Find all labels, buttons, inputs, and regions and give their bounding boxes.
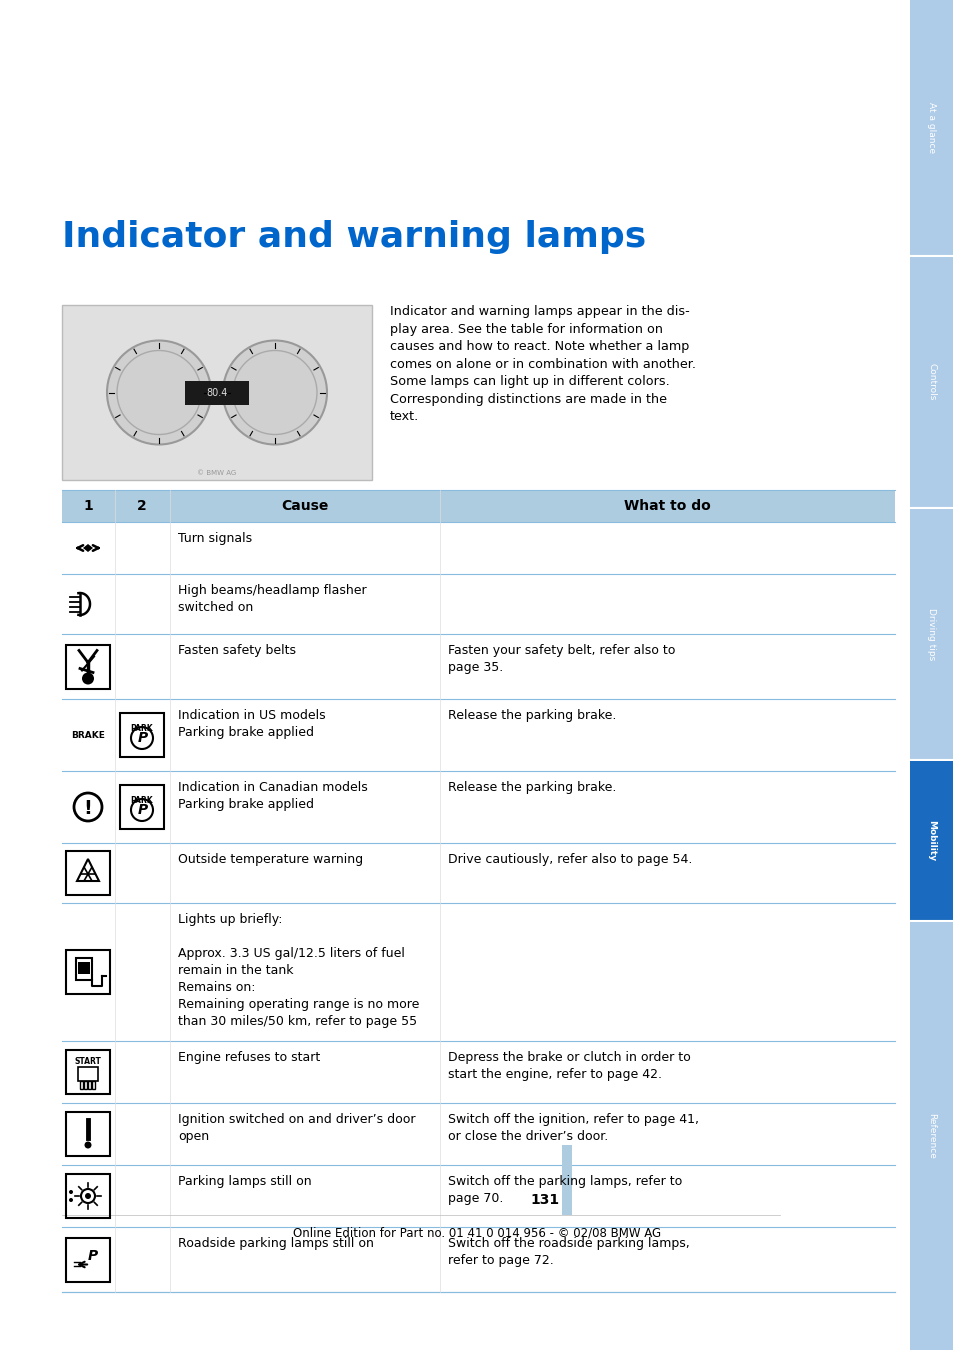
- Bar: [88, 1081, 91, 1089]
- Text: Drive cautiously, refer also to page 54.: Drive cautiously, refer also to page 54.: [448, 853, 692, 865]
- Bar: [84, 1081, 87, 1089]
- Text: Release the parking brake.: Release the parking brake.: [448, 782, 616, 794]
- Text: 131: 131: [530, 1193, 559, 1207]
- Text: 80.4: 80.4: [206, 387, 228, 397]
- Text: Controls: Controls: [926, 363, 936, 401]
- Bar: [66, 644, 110, 688]
- Text: Depress the brake or clutch in order to
start the engine, refer to page 42.: Depress the brake or clutch in order to …: [448, 1052, 690, 1081]
- Bar: [66, 1238, 110, 1281]
- Bar: [91, 1081, 95, 1089]
- Circle shape: [69, 1189, 73, 1193]
- Text: Fasten your safety belt, refer also to
page 35.: Fasten your safety belt, refer also to p…: [448, 644, 675, 674]
- Text: Switch off the roadside parking lamps,
refer to page 72.: Switch off the roadside parking lamps, r…: [448, 1237, 689, 1268]
- Bar: [909, 0, 953, 255]
- Text: Parking lamps still on: Parking lamps still on: [178, 1174, 312, 1188]
- Bar: [909, 922, 953, 1350]
- Bar: [66, 1174, 110, 1218]
- Circle shape: [82, 672, 94, 684]
- Text: Engine refuses to start: Engine refuses to start: [178, 1052, 320, 1064]
- Circle shape: [69, 1197, 73, 1202]
- Text: Ignition switched on and driver’s door
open: Ignition switched on and driver’s door o…: [178, 1112, 416, 1143]
- Bar: [909, 761, 953, 919]
- Bar: [78, 1066, 98, 1081]
- Bar: [909, 256, 953, 508]
- Text: Driving tips: Driving tips: [926, 608, 936, 660]
- Text: Turn signals: Turn signals: [178, 532, 252, 545]
- Text: P: P: [138, 803, 148, 817]
- Bar: [185, 381, 249, 405]
- Text: High beams/headlamp flasher
switched on: High beams/headlamp flasher switched on: [178, 585, 366, 614]
- Text: Mobility: Mobility: [926, 819, 936, 861]
- Bar: [66, 850, 110, 895]
- Bar: [62, 305, 372, 481]
- Circle shape: [85, 1142, 91, 1149]
- Text: 1: 1: [83, 500, 92, 513]
- Text: BRAKE: BRAKE: [71, 730, 105, 740]
- Text: Indication in US models
Parking brake applied: Indication in US models Parking brake ap…: [178, 709, 325, 738]
- Text: © BMW AG: © BMW AG: [197, 470, 236, 477]
- Bar: [80, 1081, 83, 1089]
- Text: Indication in Canadian models
Parking brake applied: Indication in Canadian models Parking br…: [178, 782, 367, 811]
- Bar: [78, 963, 90, 973]
- Text: P: P: [138, 730, 148, 745]
- Bar: [561, 1145, 572, 1215]
- Text: Indicator and warning lamps: Indicator and warning lamps: [62, 220, 645, 254]
- Polygon shape: [83, 544, 92, 552]
- Bar: [76, 958, 91, 980]
- Text: 2: 2: [137, 500, 147, 513]
- Text: Outside temperature warning: Outside temperature warning: [178, 853, 363, 865]
- Text: Release the parking brake.: Release the parking brake.: [448, 709, 616, 722]
- Bar: [66, 950, 110, 994]
- Text: Switch off the parking lamps, refer to
page 70.: Switch off the parking lamps, refer to p…: [448, 1174, 681, 1206]
- Text: P: P: [88, 1250, 98, 1264]
- Text: At a glance: At a glance: [926, 103, 936, 153]
- Bar: [120, 713, 164, 757]
- Bar: [66, 1050, 110, 1094]
- Text: Indicator and warning lamps appear in the dis-
play area. See the table for info: Indicator and warning lamps appear in th…: [390, 305, 696, 423]
- Circle shape: [223, 340, 327, 444]
- Circle shape: [107, 340, 211, 444]
- Bar: [66, 1112, 110, 1156]
- Bar: [909, 509, 953, 759]
- Text: !: !: [84, 798, 92, 818]
- Bar: [62, 490, 894, 522]
- Text: START: START: [74, 1057, 101, 1066]
- Text: Roadside parking lamps still on: Roadside parking lamps still on: [178, 1237, 374, 1250]
- Circle shape: [85, 1193, 91, 1199]
- Text: PARK: PARK: [131, 724, 153, 733]
- Text: Online Edition for Part no. 01 41 0 014 956 - © 02/08 BMW AG: Online Edition for Part no. 01 41 0 014 …: [293, 1227, 660, 1241]
- Text: Cause: Cause: [281, 500, 329, 513]
- Text: PARK: PARK: [131, 796, 153, 805]
- Text: Reference: Reference: [926, 1112, 936, 1158]
- Text: Switch off the ignition, refer to page 41,
or close the driver’s door.: Switch off the ignition, refer to page 4…: [448, 1112, 699, 1143]
- Bar: [120, 784, 164, 829]
- Text: Lights up briefly:

Approx. 3.3 US gal/12.5 liters of fuel
remain in the tank
Re: Lights up briefly: Approx. 3.3 US gal/12…: [178, 913, 419, 1027]
- Text: What to do: What to do: [623, 500, 710, 513]
- Text: Fasten safety belts: Fasten safety belts: [178, 644, 295, 657]
